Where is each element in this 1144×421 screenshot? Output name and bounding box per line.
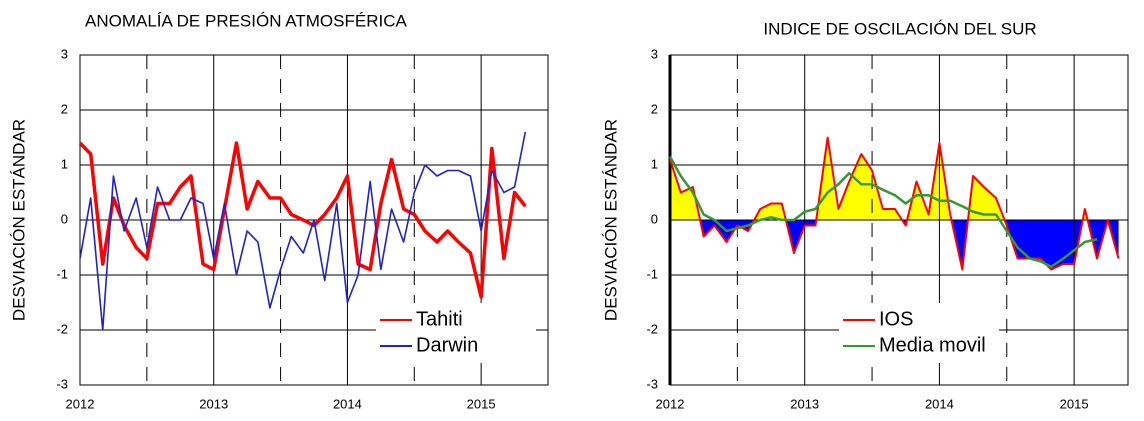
plot-border (79, 54, 549, 386)
x-tick-label: 2012 (656, 396, 685, 411)
series-line (668, 156, 1098, 268)
y-tick-label: -3 (56, 376, 68, 391)
y-tick-label: 3 (61, 46, 68, 61)
y-tick-label: 0 (651, 211, 658, 226)
y-axis-label: DESVIACIÓN ESTÁNDAR (9, 119, 28, 321)
y-tick-label: -2 (646, 321, 658, 336)
legend-label: IOS (879, 308, 913, 330)
y-tick-label: -1 (56, 266, 68, 281)
x-tick-label: 2015 (467, 396, 496, 411)
y-tick-label: 2 (651, 101, 658, 116)
y-axis-label: DESVIACIÓN ESTÁNDAR (601, 119, 620, 321)
x-tick-label: 2014 (925, 396, 954, 411)
y-tick-label: -2 (56, 321, 68, 336)
y-tick-label: 3 (651, 46, 658, 61)
series-line (78, 141, 527, 299)
y-tick-label: 1 (651, 156, 658, 171)
legend-label: Media movil (879, 334, 986, 356)
y-tick-label: 1 (61, 156, 68, 171)
x-tick-label: 2013 (199, 396, 228, 411)
x-tick-label: 2014 (333, 396, 362, 411)
y-tick-label: -3 (646, 376, 658, 391)
x-tick-label: 2013 (790, 396, 819, 411)
y-tick-label: 2 (61, 101, 68, 116)
x-tick-label: 2012 (66, 396, 95, 411)
legend-box (376, 303, 536, 363)
y-tick-label: -1 (646, 266, 658, 281)
y-tick-label: 0 (61, 211, 68, 226)
chart-title: ANOMALÍA DE PRESIÓN ATMOSFÉRICA (85, 11, 407, 30)
x-tick-label: 2015 (1060, 396, 1089, 411)
legend-box (839, 303, 999, 363)
legend-label: Darwin (416, 334, 478, 356)
chart-title: INDICE DE OSCILACIÓN DEL SUR (763, 19, 1036, 38)
legend-label: Tahiti (416, 308, 463, 330)
series-line (79, 131, 527, 331)
